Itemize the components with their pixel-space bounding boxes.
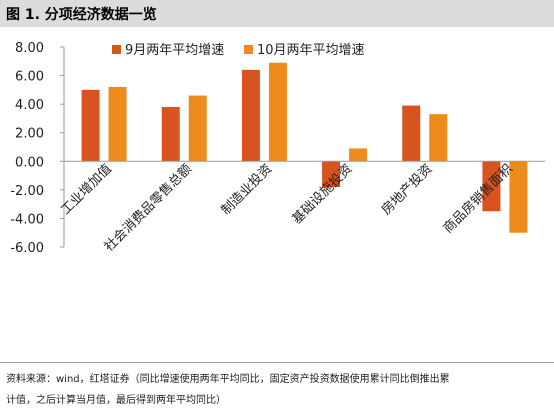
bar-sep-2 <box>241 69 260 162</box>
source-line-2: 计值，之后计算当月值，最后得到两年平均同比） <box>6 395 226 406</box>
y-tick-label: 2.00 <box>15 127 44 142</box>
y-tick-label: -4.00 <box>10 212 44 227</box>
legend-label: 9月两年平均增速 <box>125 43 224 58</box>
bar-oct-4 <box>429 114 448 162</box>
legend-label: 10月两年平均增速 <box>257 43 365 58</box>
source-line-1: 资料来源：wind，红塔证券（同比增速使用两年平均同比，固定资产投资数据使用累计… <box>6 374 450 385</box>
figure-title: 图 1. 分项经济数据一览 <box>6 7 157 23</box>
legend-swatch <box>244 45 253 54</box>
chart-legend: 9月两年平均增速 10月两年平均增速 <box>112 43 365 58</box>
bar-oct-5 <box>509 161 528 233</box>
source-note: 资料来源：wind，红塔证券（同比增速使用两年平均同比，固定资产投资数据使用累计… <box>6 369 551 411</box>
x-category-label: 工业增加值 <box>58 161 115 218</box>
bar-sep-4 <box>402 105 421 162</box>
y-axis-ticks: 8.00 6.00 4.00 2.00 0.00 -2.00 -4.00 -6.00 <box>10 41 64 256</box>
bar-oct-2 <box>268 62 287 162</box>
y-tick-label: 6.00 <box>15 70 44 85</box>
bar-oct-0 <box>108 87 127 162</box>
y-tick-label: 0.00 <box>15 155 44 170</box>
bar-sep-5 <box>482 161 501 212</box>
bar-oct-3 <box>349 148 368 162</box>
bar-chart: 9月两年平均增速 10月两年平均增速 8.00 6.00 4.00 2.00 0.00 -2… <box>10 41 545 256</box>
y-tick-label: 8.00 <box>15 41 44 56</box>
bar-sep-3 <box>322 161 341 187</box>
x-category-label: 制造业投资 <box>218 161 275 218</box>
legend-swatch <box>112 45 121 54</box>
bar-group <box>81 62 528 233</box>
x-category-label: 社会消费品零售总额 <box>101 161 195 255</box>
footer-divider <box>0 362 554 363</box>
y-tick-label: -6.00 <box>10 241 44 256</box>
bar-sep-1 <box>161 107 180 162</box>
y-tick-label: -2.00 <box>10 184 44 199</box>
figure-header-bar: 图 1. 分项经济数据一览 <box>0 0 554 27</box>
bar-oct-1 <box>188 95 207 162</box>
y-tick-label: 4.00 <box>15 98 44 113</box>
x-category-label: 商品房销售面积 <box>440 161 516 237</box>
x-category-label: 房地产投资 <box>378 161 435 218</box>
bar-sep-0 <box>81 89 100 162</box>
